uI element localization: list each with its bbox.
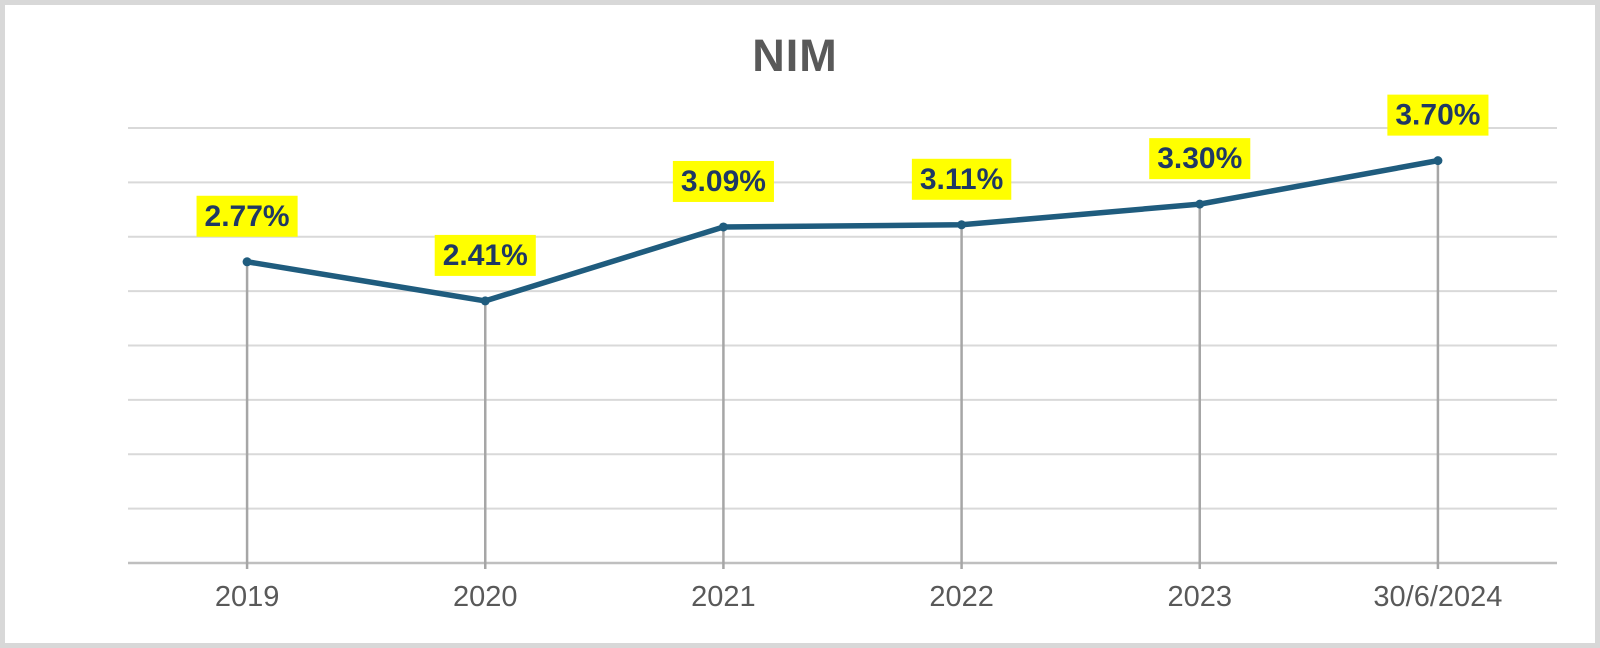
data-label-text: 3.11% xyxy=(920,163,1003,196)
x-axis: 2019 2020 2021 2022 2023 30/6/2024 xyxy=(215,581,1503,613)
nim-line-chart: NIM 2.77%2.41%3.09% 3.11%3.30%3.70% 2019 2… xyxy=(128,30,1557,613)
data-point-marker xyxy=(1433,156,1443,166)
x-axis-tick-label: 2023 xyxy=(1167,581,1232,613)
x-axis-tick-label: 30/6/2024 xyxy=(1373,581,1502,613)
x-axis-tick-label: 2022 xyxy=(929,581,994,613)
data-label-text: 3.30% xyxy=(1157,142,1242,175)
gridlines xyxy=(128,127,1557,565)
x-axis-tick-label: 2021 xyxy=(691,581,756,613)
nim-series-line xyxy=(244,157,1441,304)
chart-title: NIM xyxy=(752,30,838,81)
drop-lines xyxy=(245,160,1440,569)
data-labels: 2.77% 2.41% 3.09% 3.11% 3.30% 3.70% xyxy=(196,94,1489,276)
series-nim xyxy=(242,156,1443,306)
data-label-bg xyxy=(1387,94,1489,136)
data-point-marker xyxy=(242,257,252,267)
data-label-bg xyxy=(434,234,536,276)
x-axis-tick-label: 2019 xyxy=(215,581,280,613)
data-label-text: 3.70% xyxy=(1395,99,1480,132)
data-point-marker xyxy=(718,222,728,232)
data-point-marker xyxy=(957,220,967,230)
data-label-text: 2.41% xyxy=(443,239,528,272)
data-label-text: 2.77% xyxy=(205,200,290,233)
data-label-text: 3.09% xyxy=(681,165,766,198)
data-point-marker xyxy=(480,296,490,306)
data-label-bg xyxy=(672,160,774,202)
x-axis-tick-label: 2020 xyxy=(453,581,518,613)
data-label-bg xyxy=(911,158,1012,200)
data-label-bg xyxy=(196,195,298,237)
data-label-bg xyxy=(1149,138,1251,180)
data-point-marker xyxy=(1195,199,1205,209)
